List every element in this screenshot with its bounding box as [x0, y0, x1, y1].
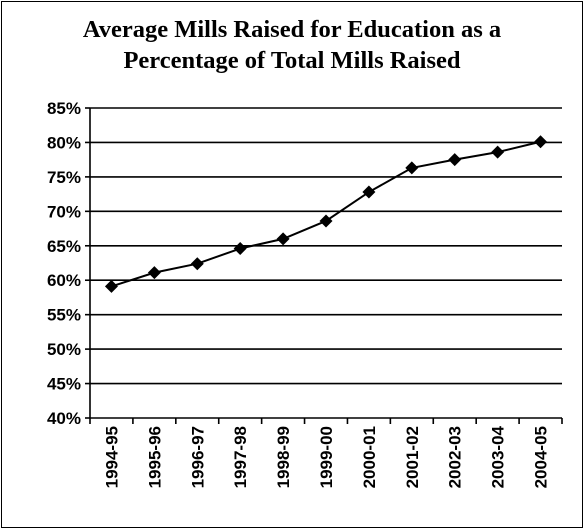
- y-tick-labels: 40% 45% 50% 55% 60% 65% 70% 75% 80% 85%: [47, 99, 81, 428]
- chart-title: Average Mills Raised for Education as a …: [0, 14, 584, 76]
- x-tick-label: 2002-03: [446, 426, 465, 488]
- x-tick-label: 1996-97: [188, 426, 207, 488]
- data-point-marker: [147, 266, 161, 280]
- chart-title-line-1: Average Mills Raised for Education as a: [82, 16, 502, 43]
- y-tick-label: 50%: [47, 340, 81, 359]
- y-tick-label: 70%: [47, 202, 81, 221]
- data-point-marker: [233, 242, 247, 256]
- data-point-marker: [190, 257, 204, 271]
- x-tick-label: 2001-02: [403, 426, 422, 488]
- data-point-marker: [319, 214, 333, 228]
- y-tick-label: 80%: [47, 133, 81, 152]
- x-tick-label: 1999-00: [317, 426, 336, 488]
- chart-title-line-2: Percentage of Total Mills Raised: [123, 47, 461, 74]
- x-tick-labels: 1994-95 1995-96 1996-97 1997-98 1998-99 1999-…: [102, 425, 550, 488]
- data-point-marker: [362, 185, 376, 199]
- series-line: [111, 140, 541, 288]
- data-point-marker: [405, 161, 419, 175]
- y-tick-label: 55%: [47, 306, 81, 325]
- x-tick-label: 1995-96: [145, 426, 164, 488]
- y-tick-label: 45%: [47, 375, 81, 394]
- axes: [85, 107, 563, 424]
- y-tick-label: 75%: [47, 168, 81, 187]
- x-tick-label: 2004-05: [532, 426, 551, 488]
- x-tick-label: 2000-01: [360, 426, 379, 488]
- data-point-marker: [104, 279, 118, 293]
- x-tick-label: 1994-95: [102, 426, 121, 488]
- x-tick-label: 1997-98: [231, 426, 250, 488]
- gridlines: [90, 107, 562, 385]
- y-tick-label: 65%: [47, 237, 81, 256]
- data-point-marker: [534, 135, 548, 149]
- x-tick-label: 1998-99: [274, 426, 293, 488]
- data-point-marker: [448, 153, 462, 167]
- x-tick-label: 2003-04: [489, 425, 508, 488]
- data-series: [104, 135, 548, 293]
- y-tick-label: 60%: [47, 271, 81, 290]
- data-point-marker: [276, 232, 290, 246]
- y-tick-label: 40%: [47, 409, 81, 428]
- data-point-marker: [491, 145, 505, 159]
- y-tick-label: 85%: [47, 99, 81, 118]
